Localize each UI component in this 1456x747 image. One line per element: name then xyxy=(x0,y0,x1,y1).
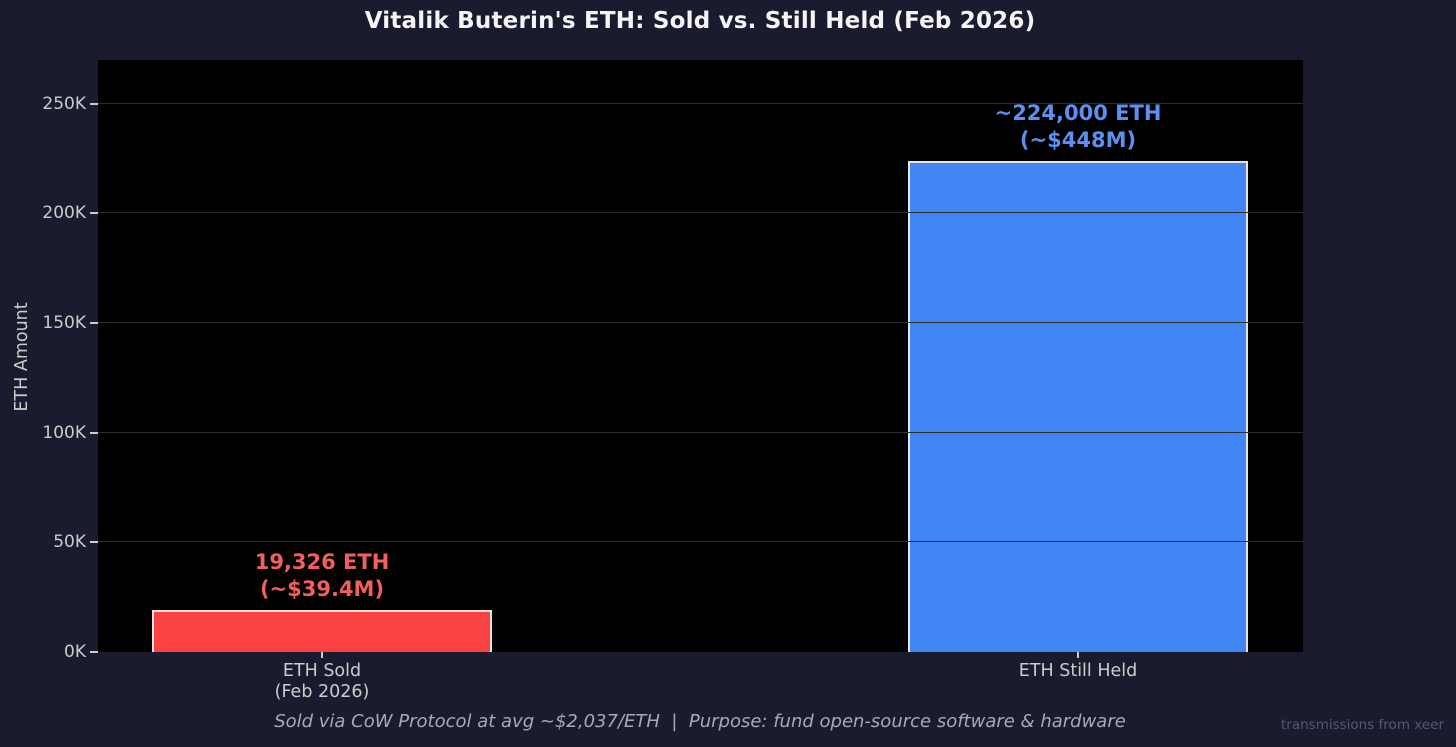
gridline xyxy=(98,102,1303,104)
y-tick-mark xyxy=(90,212,98,215)
y-tick-mark xyxy=(90,541,98,544)
x-tick-label-line: (Feb 2026) xyxy=(274,682,370,702)
y-tick-mark xyxy=(90,102,98,105)
y-tick-mark xyxy=(90,431,98,434)
bar-label-eth-sold: 19,326 ETH (~$39.4M) xyxy=(152,549,492,604)
gridline xyxy=(98,212,1303,214)
bar-label-line: ~224,000 ETH xyxy=(994,100,1162,125)
footer-caption: Sold via CoW Protocol at avg ~$2,037/ETH… xyxy=(274,711,1126,732)
bar-label-eth-still-held: ~224,000 ETH (~$448M) xyxy=(908,100,1248,155)
y-tick-label: 50K xyxy=(53,532,86,553)
x-tick-label-line: ETH Still Held xyxy=(1018,661,1138,681)
x-tick-mark xyxy=(321,652,323,658)
bar-label-line: 19,326 ETH xyxy=(254,549,390,574)
bar-label-line: (~$39.4M) xyxy=(259,577,385,602)
x-tick-label-eth-still-held: ETH Still Held xyxy=(928,661,1228,682)
watermark-text: transmissions from xeer xyxy=(1280,717,1444,733)
plot-area: 19,326 ETH (~$39.4M) ~224,000 ETH (~$448… xyxy=(98,60,1303,652)
x-tick-label-line: ETH Sold xyxy=(282,661,362,681)
y-tick-label: 250K xyxy=(42,93,86,114)
bar-eth-sold xyxy=(152,610,492,652)
x-tick-label-eth-sold: ETH Sold (Feb 2026) xyxy=(172,661,472,703)
bar-eth-still-held xyxy=(908,161,1248,652)
y-tick-label: 150K xyxy=(42,313,86,334)
gridline xyxy=(98,322,1303,324)
gridline xyxy=(98,541,1303,543)
y-tick-mark xyxy=(90,651,98,653)
y-tick-label: 0K xyxy=(64,642,86,662)
gridline xyxy=(98,431,1303,433)
chart-title: Vitalik Buterin's ETH: Sold vs. Still He… xyxy=(364,8,1036,34)
y-tick-mark xyxy=(90,322,98,325)
x-tick-mark xyxy=(1077,652,1079,658)
y-tick-label: 100K xyxy=(42,422,86,443)
y-tick-label: 200K xyxy=(42,203,86,224)
bar-label-line: (~$448M) xyxy=(1019,128,1137,153)
